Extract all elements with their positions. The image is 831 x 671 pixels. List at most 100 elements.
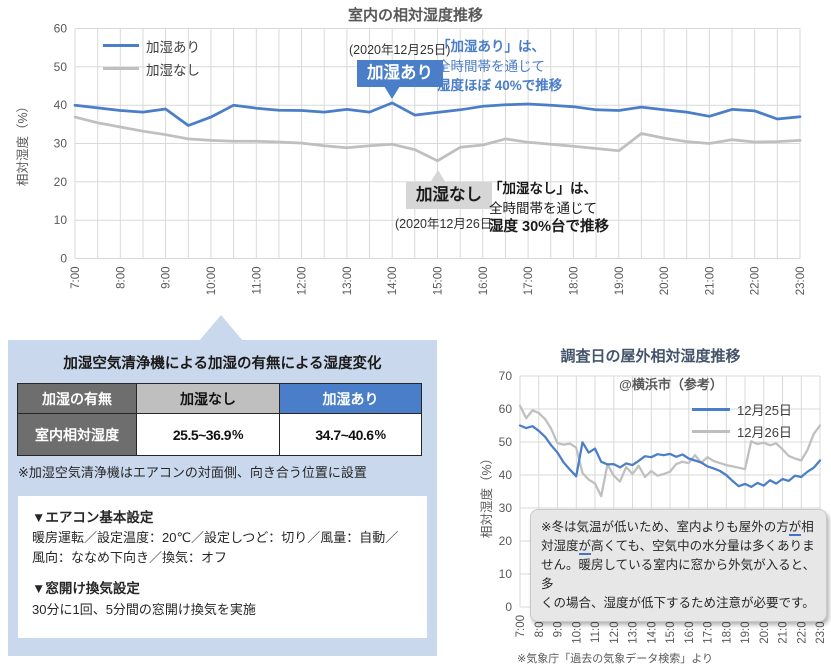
annotation-text-with: 「加湿あり」は、 全時間帯を通じて 湿度ほぼ 40%で推移 xyxy=(437,37,562,96)
svg-text:16:00: 16:00 xyxy=(684,615,696,644)
svg-text:7:00: 7:00 xyxy=(70,267,82,289)
aircon-settings-heading: ▼エアコン基本設定 xyxy=(32,510,154,525)
annotation-box-with: 加湿あり xyxy=(357,60,443,99)
svg-text:23:00: 23:00 xyxy=(795,267,807,296)
main-chart-title: 室内の相対湿度推移 xyxy=(347,7,483,24)
svg-text:10:00: 10:00 xyxy=(206,267,218,296)
annotation-without-line2: 全時間帯を通じて xyxy=(489,200,597,216)
aircon-settings-line1: 暖房運転／設定温度：20℃／設定しつど：切り／風量：自動／ xyxy=(32,530,399,546)
svg-text:40: 40 xyxy=(499,468,513,482)
svg-text:22:00: 22:00 xyxy=(750,267,762,296)
value-with-unit: % xyxy=(374,427,387,442)
annotation-box-without: 加湿なし xyxy=(406,170,492,209)
svg-text:8:00: 8:00 xyxy=(115,267,127,289)
legend-line-blue-icon xyxy=(103,44,139,47)
outdoor-chart-subtitle: @横浜市（参考） xyxy=(619,377,723,392)
main-chart-legend: 加湿あり 加湿なし xyxy=(103,34,200,80)
main-svg-series-line-1 xyxy=(73,115,802,163)
main-svg-axis-ticks: 0 10 20 30 40 50 60 7:00 8:00 9:00 10:00 11:00 12:00… xyxy=(54,22,807,296)
annotation-text-without: 「加湿なし」は、 全時間帯を通じて 湿度 30%台で推移 xyxy=(489,179,609,238)
humidity-table: 加湿の有無 加湿なし 加湿あり 室内相対湿度 25.5~36.9% 34.7~4… xyxy=(17,383,422,456)
outdoor-note-box: ※冬は気温が低いため、室内よりも屋外の方が相 対湿度が高くても、空気中の水分量は多… xyxy=(530,509,827,622)
callout-connector-triangle xyxy=(199,315,243,341)
data-source-caption: ※気象庁「過去の気象データ検索」より xyxy=(517,653,713,665)
outdoor-note-line: せん。暖房している室内に窓から外気が入ると、多 xyxy=(541,558,816,591)
svg-text:17:00: 17:00 xyxy=(523,267,535,296)
svg-text:19:00: 19:00 xyxy=(740,615,752,644)
panel-title: 加湿空気清浄機による加湿の有無による湿度変化 xyxy=(63,356,382,372)
svg-text:13:00: 13:00 xyxy=(342,267,354,296)
panel-placement-note: ※加湿空気清浄機はエアコンの対面側、向き合う位置に設置 xyxy=(18,465,367,480)
legend-label-dec25: 12月25日 xyxy=(737,402,792,418)
svg-text:20: 20 xyxy=(54,175,68,189)
legend-label-dec26: 12月26日 xyxy=(737,424,792,440)
svg-text:15:00: 15:00 xyxy=(665,615,677,644)
svg-text:22:00: 22:00 xyxy=(796,615,808,644)
svg-text:10:00: 10:00 xyxy=(571,615,583,644)
svg-text:20: 20 xyxy=(499,534,513,548)
svg-text:0: 0 xyxy=(60,252,67,266)
outdoor-note-line: 対湿度が高くても、空気中の水分量は多くありま xyxy=(541,539,815,555)
svg-text:7:00: 7:00 xyxy=(515,615,527,637)
aircon-settings-line2: 風向：ななめ下向き／換気：オフ xyxy=(32,549,228,565)
value-with-number: 34.7~40.6 xyxy=(315,426,374,443)
svg-text:15:00: 15:00 xyxy=(433,267,445,296)
outdoor-chart-title: 調査日の屋外相対湿度推移 xyxy=(560,348,741,365)
svg-text:50: 50 xyxy=(499,435,513,449)
out-svg-series-line-1 xyxy=(518,404,822,498)
legend-item-dec25: 12月25日 xyxy=(692,398,792,420)
annotation-date-with: (2020年12月25日) xyxy=(349,43,451,57)
svg-text:20:00: 20:00 xyxy=(759,615,771,644)
svg-text:21:00: 21:00 xyxy=(778,615,790,644)
svg-text:17:00: 17:00 xyxy=(703,615,715,644)
svg-text:0: 0 xyxy=(505,600,512,614)
outdoor-note-line: ※冬は気温が低いため、室内よりも屋外の方が相 xyxy=(541,520,814,536)
legend-item-without: 加湿なし xyxy=(103,57,200,80)
svg-text:21:00: 21:00 xyxy=(704,267,716,296)
svg-text:10: 10 xyxy=(499,567,513,581)
pointer-down-icon xyxy=(384,85,400,99)
annotation-with-line3: 湿度ほぼ 40%で推移 xyxy=(437,78,563,93)
table-header-indoor-humidity: 室内相対湿度 xyxy=(18,414,137,456)
svg-text:30: 30 xyxy=(54,137,68,151)
annotation-without-line3: 湿度 30%台で推移 xyxy=(489,219,610,235)
table-header-with: 加湿あり xyxy=(280,384,422,414)
legend-line-gray-icon xyxy=(692,429,730,433)
legend-line-blue-icon xyxy=(692,407,730,411)
annotation-without-line1: 「加湿なし」は、 xyxy=(489,181,597,196)
svg-text:60: 60 xyxy=(499,402,513,416)
window-settings-heading: ▼窓開け換気設定 xyxy=(32,581,140,597)
table-value-without: 25.5~36.9% xyxy=(137,414,280,456)
svg-text:14:00: 14:00 xyxy=(387,267,399,296)
svg-text:9:00: 9:00 xyxy=(161,267,173,289)
svg-text:50: 50 xyxy=(54,60,68,74)
svg-text:18:00: 18:00 xyxy=(721,615,733,644)
outdoor-chart-legend: 12月25日 12月26日 xyxy=(692,398,792,442)
pointer-up-icon xyxy=(430,170,446,183)
svg-text:12:00: 12:00 xyxy=(609,615,621,644)
value-without-unit: % xyxy=(232,427,244,442)
svg-text:70: 70 xyxy=(499,369,513,383)
humidity-summary-panel: 加湿空気清浄機による加湿の有無による湿度変化 加湿の有無 加湿なし 加湿あり 室… xyxy=(8,340,437,656)
svg-text:14:00: 14:00 xyxy=(646,615,658,644)
legend-line-gray-icon xyxy=(103,67,139,70)
svg-text:11:00: 11:00 xyxy=(251,267,263,295)
legend-label-with: 加湿あり xyxy=(146,39,200,55)
annotation-date-without: (2020年12月26日) xyxy=(395,217,497,231)
window-settings-line: 30分に1回、5分間の窓開け換気を実施 xyxy=(32,601,256,617)
annotation-box-without-label: 加湿なし xyxy=(416,186,482,204)
outdoor-y-axis-label: 相対湿度（%） xyxy=(480,451,494,539)
legend-item-with: 加湿あり xyxy=(103,34,200,57)
value-without-number: 25.5~36.9 xyxy=(172,426,232,443)
svg-text:60: 60 xyxy=(54,22,68,36)
annotation-with-line2: 全時間帯を通じて xyxy=(437,58,545,74)
table-header-presence: 加湿の有無 xyxy=(18,384,137,414)
svg-text:10: 10 xyxy=(54,213,68,227)
svg-text:40: 40 xyxy=(54,98,68,112)
main-svg-series-line-0 xyxy=(73,101,802,127)
svg-text:20:00: 20:00 xyxy=(659,267,671,296)
legend-label-without: 加湿なし xyxy=(146,62,200,78)
main-y-axis-label: 相対湿度（%） xyxy=(16,99,30,187)
annotation-with-line1: 「加湿あり」は、 xyxy=(437,39,545,54)
